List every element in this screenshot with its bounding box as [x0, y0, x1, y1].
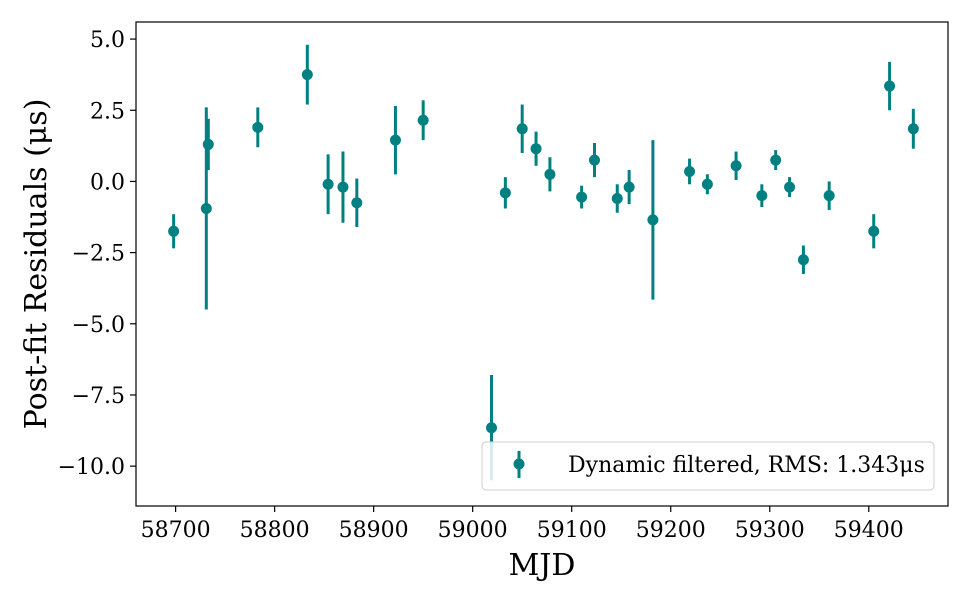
- x-tick-label: 58700: [141, 518, 211, 543]
- data-point: [907, 123, 919, 135]
- legend-label: Dynamic filtered, RMS: 1.343μs: [568, 453, 925, 478]
- data-point: [784, 181, 796, 193]
- data-point: [200, 202, 212, 214]
- data-point: [701, 178, 713, 190]
- legend: Dynamic filtered, RMS: 1.343μs: [481, 441, 935, 491]
- data-point: [823, 190, 835, 202]
- data-point: [168, 225, 180, 237]
- x-axis-ticks: 58700 58800 58900 59000 59100 59200 59300 59400: [141, 506, 904, 543]
- data-point: [516, 123, 528, 135]
- data-point: [530, 143, 542, 155]
- x-tick-label: 58800: [240, 518, 310, 543]
- plot-frame: [135, 21, 949, 507]
- y-tick-label: 0.0: [90, 170, 125, 195]
- x-tick-label: 59400: [834, 518, 904, 543]
- y-tick-label: −7.5: [72, 384, 125, 409]
- data-point: [499, 187, 511, 199]
- data-point: [417, 114, 429, 126]
- data-point: [756, 190, 768, 202]
- data-point: [730, 160, 742, 172]
- data-point: [623, 181, 635, 193]
- data-point: [351, 197, 363, 209]
- legend-marker-point: [513, 458, 525, 470]
- y-axis-ticks: 5.0 2.5 0.0 −2.5 −5.0 −7.5 −10.0: [58, 28, 136, 480]
- data-point: [868, 225, 880, 237]
- data-point: [389, 134, 401, 146]
- data-point: [770, 154, 782, 166]
- data-point: [252, 121, 264, 133]
- y-tick-label: −5.0: [72, 313, 125, 338]
- data-point: [611, 193, 623, 205]
- y-tick-label: 5.0: [90, 28, 125, 53]
- data-point: [588, 154, 600, 166]
- x-tick-label: 59200: [636, 518, 706, 543]
- x-axis-label: MJD: [509, 548, 576, 583]
- y-tick-label: −10.0: [58, 455, 125, 480]
- data-point: [202, 138, 214, 150]
- data-point: [884, 80, 896, 92]
- data-point: [684, 165, 696, 177]
- x-tick-label: 59000: [438, 518, 508, 543]
- data-point: [337, 181, 349, 193]
- plot-data: [168, 44, 919, 481]
- data-point: [322, 178, 334, 190]
- x-tick-label: 59300: [735, 518, 805, 543]
- x-tick-label: 59100: [537, 518, 607, 543]
- data-point: [647, 214, 659, 226]
- y-tick-label: 2.5: [90, 99, 125, 124]
- y-tick-label: −2.5: [72, 242, 125, 267]
- data-point: [544, 168, 556, 180]
- data-point: [797, 254, 809, 266]
- data-point: [485, 422, 497, 434]
- y-axis-label: Post-fit Residuals (μs): [19, 99, 54, 430]
- x-tick-label: 58900: [339, 518, 409, 543]
- data-point: [576, 191, 588, 203]
- legend-box: [481, 441, 935, 491]
- data-point: [301, 69, 313, 81]
